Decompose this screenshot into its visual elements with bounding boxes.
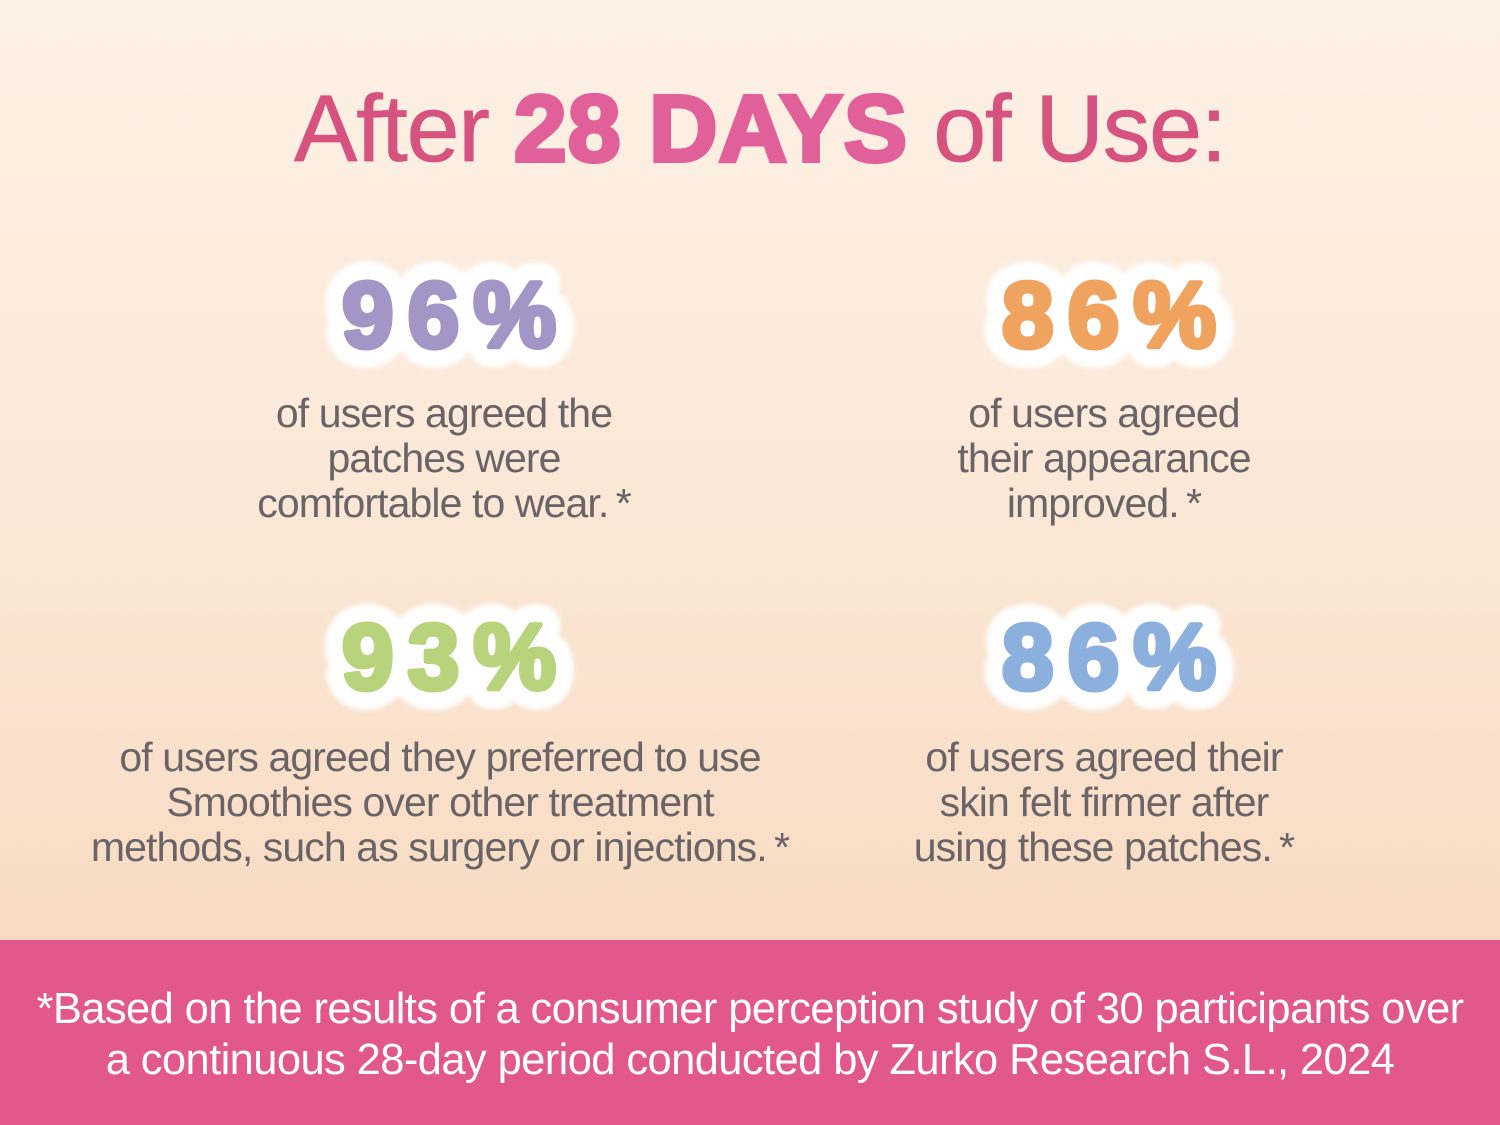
svg-text:96%: 96% [342, 263, 570, 367]
svg-text:86%: 86% [1002, 605, 1230, 709]
svg-text:93%: 93% [342, 605, 570, 709]
svg-text:86%: 86% [1002, 263, 1230, 367]
svg-text:86%: 86% [1002, 263, 1230, 367]
svg-text:86%: 86% [1002, 605, 1230, 709]
svg-text:93%: 93% [342, 605, 570, 709]
svg-text:96%: 96% [342, 263, 570, 367]
